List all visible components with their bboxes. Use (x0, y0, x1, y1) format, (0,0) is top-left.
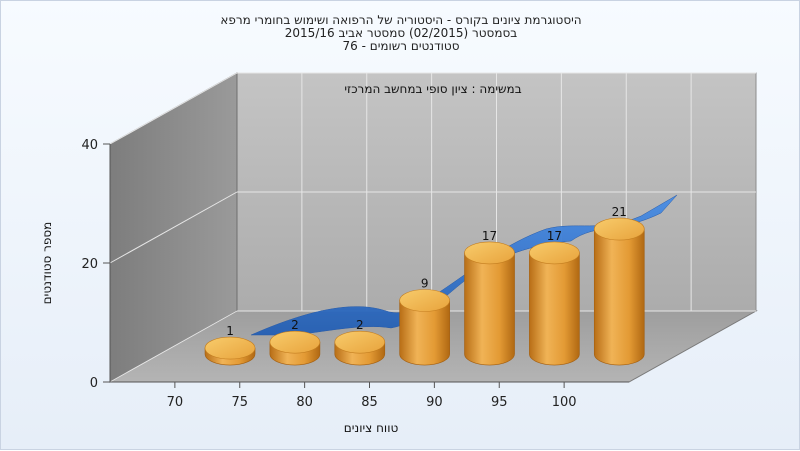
x-tick-label: 95 (491, 395, 508, 410)
data-label-100: 21 (612, 205, 627, 219)
data-label-90: 17 (482, 229, 497, 243)
chart-subtitle: במשימה : ציון סופי במחשב המרכזי (344, 82, 521, 96)
bar-100 (593, 217, 645, 366)
data-label-75: 2 (291, 318, 299, 332)
bar-top (464, 241, 515, 265)
x-tick-label: 75 (231, 395, 248, 410)
bar-top (529, 241, 580, 265)
grid-line-horizontal-side (109, 72, 238, 145)
grid-line-horizontal-side (109, 310, 238, 383)
bar-80 (334, 330, 386, 366)
chart-title-line-2: בסמסטר (02/2015) סמסטר אביב 2015/16 (285, 26, 517, 40)
bar-top (334, 330, 386, 354)
bar-85 (399, 289, 450, 366)
x-axis-label: טווח ציונים (344, 421, 399, 435)
y-axis-label: מספר סטודנטים (40, 222, 54, 305)
data-label-95: 17 (547, 229, 562, 243)
chart-title-line-1: היסטוגרמת ציונים בקורס - היסטוריה של הרפ… (220, 13, 581, 27)
data-label-85: 9 (421, 277, 429, 291)
bar-body (529, 252, 580, 366)
bar-90 (464, 241, 515, 366)
bar-body (593, 228, 645, 366)
x-tick-label: 85 (361, 395, 378, 410)
bar-75 (269, 330, 321, 366)
y-tick-label: 0 (90, 376, 98, 391)
y-tick-label: 40 (81, 138, 98, 153)
x-tick-label: 70 (167, 395, 184, 410)
x-axis-ticks: 70 75 80 85 90 95 100 (167, 382, 577, 410)
bar-body (464, 252, 515, 366)
data-label-70: 1 (226, 324, 234, 338)
bar-top (269, 330, 321, 354)
bar-body (399, 300, 450, 366)
x-tick-label: 100 (552, 395, 577, 410)
bar-top (593, 217, 645, 241)
bar-series: 1 2 2 9 17 17 21 (204, 205, 645, 366)
bar-95 (529, 241, 580, 366)
bar-70 (204, 336, 256, 366)
x-tick-label: 90 (426, 395, 443, 410)
chart-title-line-3: סטודנטים רשומים - 76 (342, 39, 459, 53)
grid-line-horizontal-side (109, 191, 238, 264)
bar-top (399, 289, 450, 312)
data-label-80: 2 (356, 318, 364, 332)
x-tick-label: 80 (296, 395, 313, 410)
bar-top (204, 336, 256, 360)
y-tick-label: 20 (81, 257, 98, 272)
y-axis-ticks: 0 20 40 (81, 138, 110, 391)
